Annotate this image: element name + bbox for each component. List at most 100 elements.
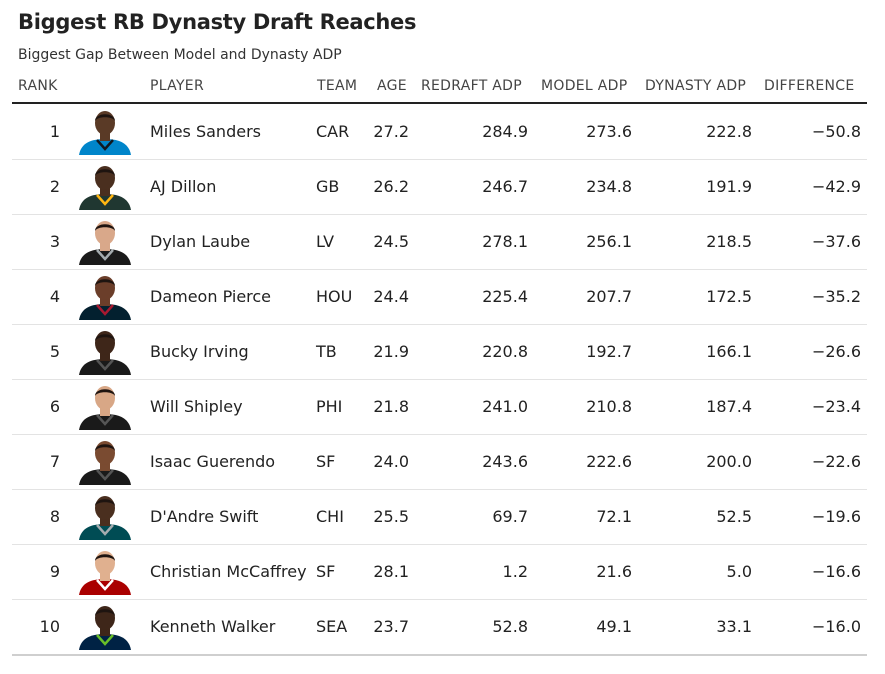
table-row: 5 Bucky Irving TB 21.9 220.8 192.7 166.1 −26.6 [12,324,867,380]
dynasty-adp-cell: 191.9 [706,177,752,196]
header-difference: DIFFERENCE [764,78,855,94]
header-age: AGE [377,78,407,94]
dynasty-adp-cell: 172.5 [706,287,752,306]
team-cell: GB [316,177,340,196]
age-cell: 24.0 [373,452,409,471]
difference-cell: −16.0 [811,617,861,636]
dynasty-adp-cell: 166.1 [706,342,752,361]
header-redraft-adp: REDRAFT ADP [421,78,522,94]
redraft-adp-cell: 246.7 [482,177,528,196]
header-rule [12,102,867,104]
rank-cell: 6 [49,397,60,416]
player-photo [75,219,135,265]
age-cell: 21.9 [373,342,409,361]
difference-cell: −26.6 [811,342,861,361]
age-cell: 23.7 [373,617,409,636]
chart-title: Biggest RB Dynasty Draft Reaches [18,10,417,34]
player-photo [75,274,135,320]
team-cell: SF [316,562,336,581]
redraft-adp-cell: 52.8 [492,617,528,636]
redraft-adp-cell: 243.6 [482,452,528,471]
difference-cell: −37.6 [811,232,861,251]
player-name-cell: Miles Sanders [150,122,261,141]
player-name-cell: Dylan Laube [150,232,251,251]
team-cell: PHI [316,397,343,416]
difference-cell: −23.4 [811,397,861,416]
redraft-adp-cell: 225.4 [482,287,528,306]
redraft-adp-cell: 69.7 [492,507,528,526]
redraft-adp-cell: 1.2 [502,562,528,581]
rank-cell: 9 [49,562,60,581]
model-adp-cell: 210.8 [586,397,632,416]
player-name-cell: AJ Dillon [150,177,217,196]
age-cell: 27.2 [373,122,409,141]
rank-cell: 10 [39,617,60,636]
dynasty-adp-cell: 5.0 [726,562,752,581]
model-adp-cell: 234.8 [586,177,632,196]
table-row: 10 Kenneth Walker SEA 23.7 52.8 49.1 33.1 −16.0 [12,599,867,656]
age-cell: 21.8 [373,397,409,416]
redraft-adp-cell: 284.9 [482,122,528,141]
team-cell: CAR [316,122,350,141]
difference-cell: −22.6 [811,452,861,471]
player-name-cell: Will Shipley [150,397,243,416]
header-dynasty-adp: DYNASTY ADP [645,78,747,94]
model-adp-cell: 222.6 [586,452,632,471]
player-photo [75,494,135,540]
team-cell: SF [316,452,336,471]
table-row: 2 AJ Dillon GB 26.2 246.7 234.8 191.9 −42.9 [12,159,867,215]
player-photo [75,604,135,650]
dynasty-adp-cell: 52.5 [716,507,752,526]
table-row: 1 Miles Sanders CAR 27.2 284.9 273.6 222.8 −50.… [12,104,867,160]
rank-cell: 7 [49,452,60,471]
difference-cell: −16.6 [811,562,861,581]
age-cell: 24.4 [373,287,409,306]
header-team: TEAM [317,78,358,94]
player-name-cell: Isaac Guerendo [150,452,276,471]
player-photo [75,109,135,155]
player-name-cell: Bucky Irving [150,342,249,361]
table-row: 9 Christian McCaffrey SF 28.1 1.2 21.6 5.0 −16.… [12,544,867,600]
age-cell: 28.1 [373,562,409,581]
header-model-adp: MODEL ADP [541,78,628,94]
model-adp-cell: 192.7 [586,342,632,361]
table-row: 4 Dameon Pierce HOU 24.4 225.4 207.7 172.5 −35.… [12,269,867,325]
model-adp-cell: 207.7 [586,287,632,306]
dynasty-adp-cell: 33.1 [716,617,752,636]
rank-cell: 3 [49,232,60,251]
player-name-cell: Dameon Pierce [150,287,272,306]
model-adp-cell: 273.6 [586,122,632,141]
difference-cell: −19.6 [811,507,861,526]
model-adp-cell: 49.1 [596,617,632,636]
team-cell: LV [316,232,335,251]
model-adp-cell: 21.6 [596,562,632,581]
player-name-cell: Kenneth Walker [150,617,276,636]
player-name-cell: Christian McCaffrey [150,562,307,581]
difference-cell: −42.9 [811,177,861,196]
model-adp-cell: 256.1 [586,232,632,251]
dynasty-adp-cell: 218.5 [706,232,752,251]
team-cell: HOU [316,287,353,306]
header-player: PLAYER [150,78,204,94]
dynasty-adp-cell: 187.4 [706,397,752,416]
dynasty-adp-cell: 222.8 [706,122,752,141]
rank-cell: 2 [49,177,60,196]
player-photo [75,439,135,485]
table-row: 7 Isaac Guerendo SF 24.0 243.6 222.6 200.0 −22.… [12,434,867,490]
difference-cell: −35.2 [811,287,861,306]
header-rank: RANK [18,78,58,94]
rank-cell: 8 [49,507,60,526]
age-cell: 24.5 [373,232,409,251]
model-adp-cell: 72.1 [596,507,632,526]
rank-cell: 4 [49,287,60,306]
player-photo [75,384,135,430]
table-row: 8 D'Andre Swift CHI 25.5 69.7 72.1 52.5 −19.6 [12,489,867,545]
age-cell: 25.5 [373,507,409,526]
player-photo [75,329,135,375]
table-row: 3 Dylan Laube LV 24.5 278.1 256.1 218.5 −37.6 [12,214,867,270]
team-cell: CHI [316,507,344,526]
redraft-adp-cell: 278.1 [482,232,528,251]
rank-cell: 5 [49,342,60,361]
chart-subtitle: Biggest Gap Between Model and Dynasty AD… [18,47,342,63]
rank-cell: 1 [49,122,60,141]
